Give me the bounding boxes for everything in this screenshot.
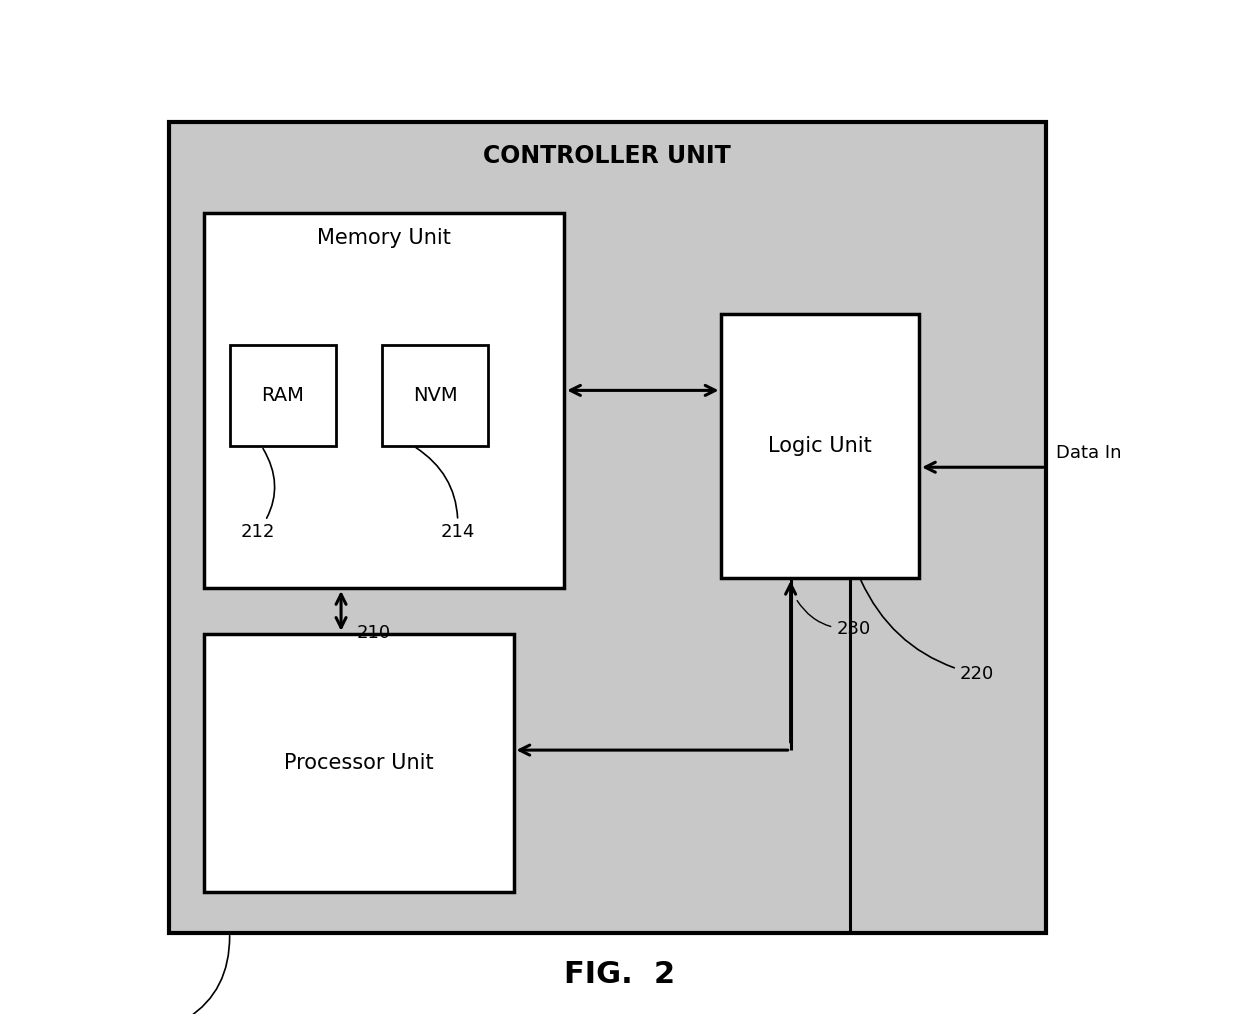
Text: 220: 220 — [861, 580, 994, 683]
Text: 210: 210 — [356, 624, 391, 642]
Text: CONTROLLER UNIT: CONTROLLER UNIT — [484, 144, 732, 168]
Bar — [229, 345, 336, 446]
Text: 230: 230 — [797, 600, 870, 638]
Bar — [382, 345, 489, 446]
Bar — [722, 314, 919, 578]
Text: NVM: NVM — [413, 386, 458, 405]
Text: Memory Unit: Memory Unit — [317, 228, 451, 248]
Text: 140: 140 — [149, 936, 229, 1014]
Text: FIG.  2: FIG. 2 — [564, 959, 676, 989]
Text: Data In: Data In — [1056, 444, 1121, 462]
Bar — [169, 122, 1045, 933]
Text: 214: 214 — [415, 447, 475, 541]
Text: Processor Unit: Processor Unit — [284, 753, 434, 773]
Text: Logic Unit: Logic Unit — [769, 436, 872, 456]
Text: 212: 212 — [241, 448, 275, 541]
Text: RAM: RAM — [262, 386, 304, 405]
Bar — [205, 634, 513, 892]
Bar — [205, 213, 564, 588]
